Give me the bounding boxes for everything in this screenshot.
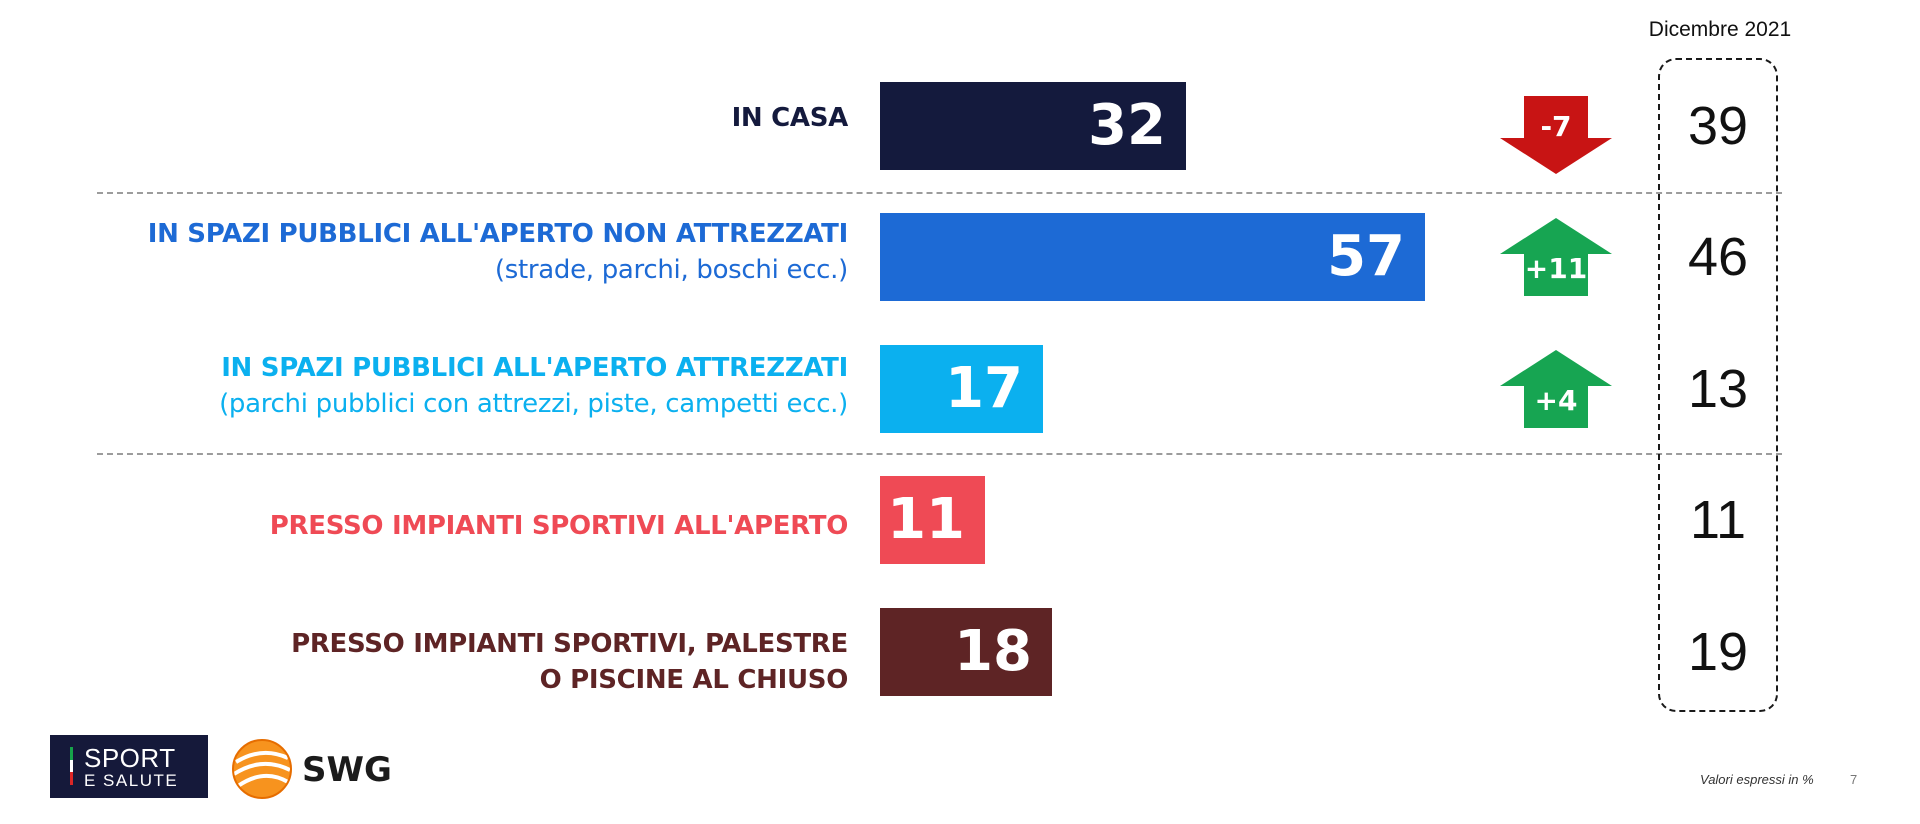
category-title: IN CASA [731, 103, 849, 133]
page-number: 7 [1850, 772, 1858, 787]
comparison-value: 19 [1687, 622, 1749, 682]
arrow-up-icon [1500, 350, 1612, 428]
bar-value-label: 11 [887, 487, 965, 552]
swg-globe-icon [232, 739, 292, 799]
category-subtitle: (parchi pubblici con attrezzi, piste, ca… [219, 389, 848, 419]
category-label-spazi-non-attrezzati: IN SPAZI PUBBLICI ALL'APERTO NON ATTREZZ… [0, 216, 849, 288]
category-title: IN SPAZI PUBBLICI ALL'APERTO NON ATTREZZ… [147, 219, 849, 249]
category-subtitle: O PISCINE AL CHIUSO [539, 665, 849, 695]
divider-line [97, 453, 1782, 455]
category-title: PRESSO IMPIANTI SPORTIVI ALL'APERTO [269, 511, 849, 541]
change-arrow-up: +11 [1500, 218, 1612, 296]
sport-e-salute-logo: SPORT E SALUTE [50, 735, 208, 798]
logo-text-sport: SPORT [84, 743, 176, 773]
italian-flag-icon [70, 747, 73, 785]
swg-logo: SWG [228, 736, 398, 802]
comparison-value: 11 [1689, 490, 1747, 550]
category-label-spazi-attrezzati: IN SPAZI PUBBLICI ALL'APERTO ATTREZZATI … [0, 350, 848, 422]
change-arrow-down: -7 [1500, 96, 1612, 174]
logo-text-salute: E SALUTE [84, 771, 179, 790]
bar-impianti-chiuso: 18 [880, 608, 1052, 696]
change-value: -7 [1540, 110, 1572, 143]
divider-line [97, 192, 1782, 194]
category-title: IN SPAZI PUBBLICI ALL'APERTO ATTREZZATI [221, 353, 848, 383]
arrow-down-icon [1500, 96, 1612, 174]
bar-value-label: 32 [1088, 93, 1166, 158]
category-label-impianti-aperto: PRESSO IMPIANTI SPORTIVI ALL'APERTO [0, 508, 849, 544]
comparison-header: Dicembre 2021 [1648, 18, 1792, 41]
comparison-value: 46 [1687, 227, 1749, 287]
category-title: PRESSO IMPIANTI SPORTIVI, PALESTRE [291, 629, 848, 659]
bar-value-label: 17 [945, 356, 1023, 421]
bar-spazi-attrezzati: 17 [880, 345, 1043, 433]
change-value: +4 [1534, 384, 1578, 417]
arrow-up-icon [1500, 218, 1612, 296]
category-label-in-casa: IN CASA [0, 100, 849, 136]
comparison-value: 39 [1687, 96, 1749, 156]
change-value: +11 [1524, 252, 1588, 285]
bar-value-label: 57 [1327, 224, 1405, 289]
bar-value-label: 18 [954, 619, 1032, 684]
units-note: Valori espressi in % [1700, 772, 1814, 787]
category-subtitle: (strade, parchi, boschi ecc.) [494, 255, 848, 285]
change-arrow-up: +4 [1500, 350, 1612, 428]
logo-text-swg: SWG [302, 750, 392, 790]
bar-spazi-non-attrezzati: 57 [880, 213, 1425, 301]
bar-impianti-aperto: 11 [880, 476, 985, 564]
comparison-value: 13 [1687, 359, 1749, 419]
category-label-impianti-chiuso: PRESSO IMPIANTI SPORTIVI, PALESTRE O PIS… [0, 626, 848, 698]
bar-in-casa: 32 [880, 82, 1186, 170]
comparison-box [1658, 58, 1778, 712]
